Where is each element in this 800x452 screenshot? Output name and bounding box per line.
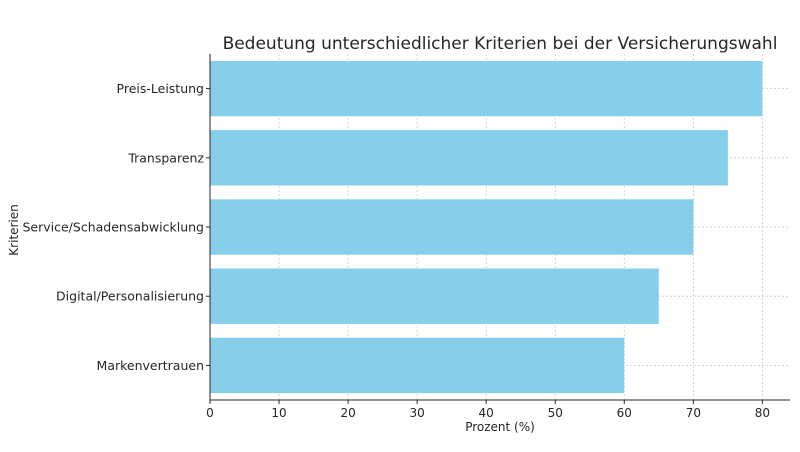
bar <box>210 130 728 186</box>
bar <box>210 268 659 324</box>
x-tick-label: 20 <box>340 406 355 420</box>
x-tick-label: 40 <box>479 406 494 420</box>
bar <box>210 60 763 117</box>
x-tick-label: 50 <box>548 406 563 420</box>
labels: 0 10 20 30 40 50 60 70 80 Preis-Leistung Transpare… <box>22 81 770 420</box>
axes <box>206 54 790 404</box>
category-label: Transparenz <box>127 150 204 165</box>
x-tick-label: 10 <box>271 406 286 420</box>
category-label: Markenvertrauen <box>97 358 204 373</box>
x-tick-label: 80 <box>755 406 770 420</box>
x-tick-label: 30 <box>410 406 425 420</box>
y-axis-label: Kriterien <box>7 204 21 255</box>
category-label: Service/Schadensabwicklung <box>22 220 204 235</box>
x-axis-label: Prozent (%) <box>465 420 535 434</box>
x-tick-label: 70 <box>686 406 701 420</box>
x-tick-label: 60 <box>617 406 632 420</box>
category-label: Preis-Leistung <box>117 81 204 96</box>
bar <box>210 337 625 394</box>
x-tick-label: 0 <box>206 406 214 420</box>
chart-title: Bedeutung unterschiedlicher Kriterien be… <box>223 34 778 54</box>
bars <box>210 60 763 394</box>
category-label: Digital/Personalisierung <box>56 289 204 304</box>
bar <box>210 199 694 255</box>
